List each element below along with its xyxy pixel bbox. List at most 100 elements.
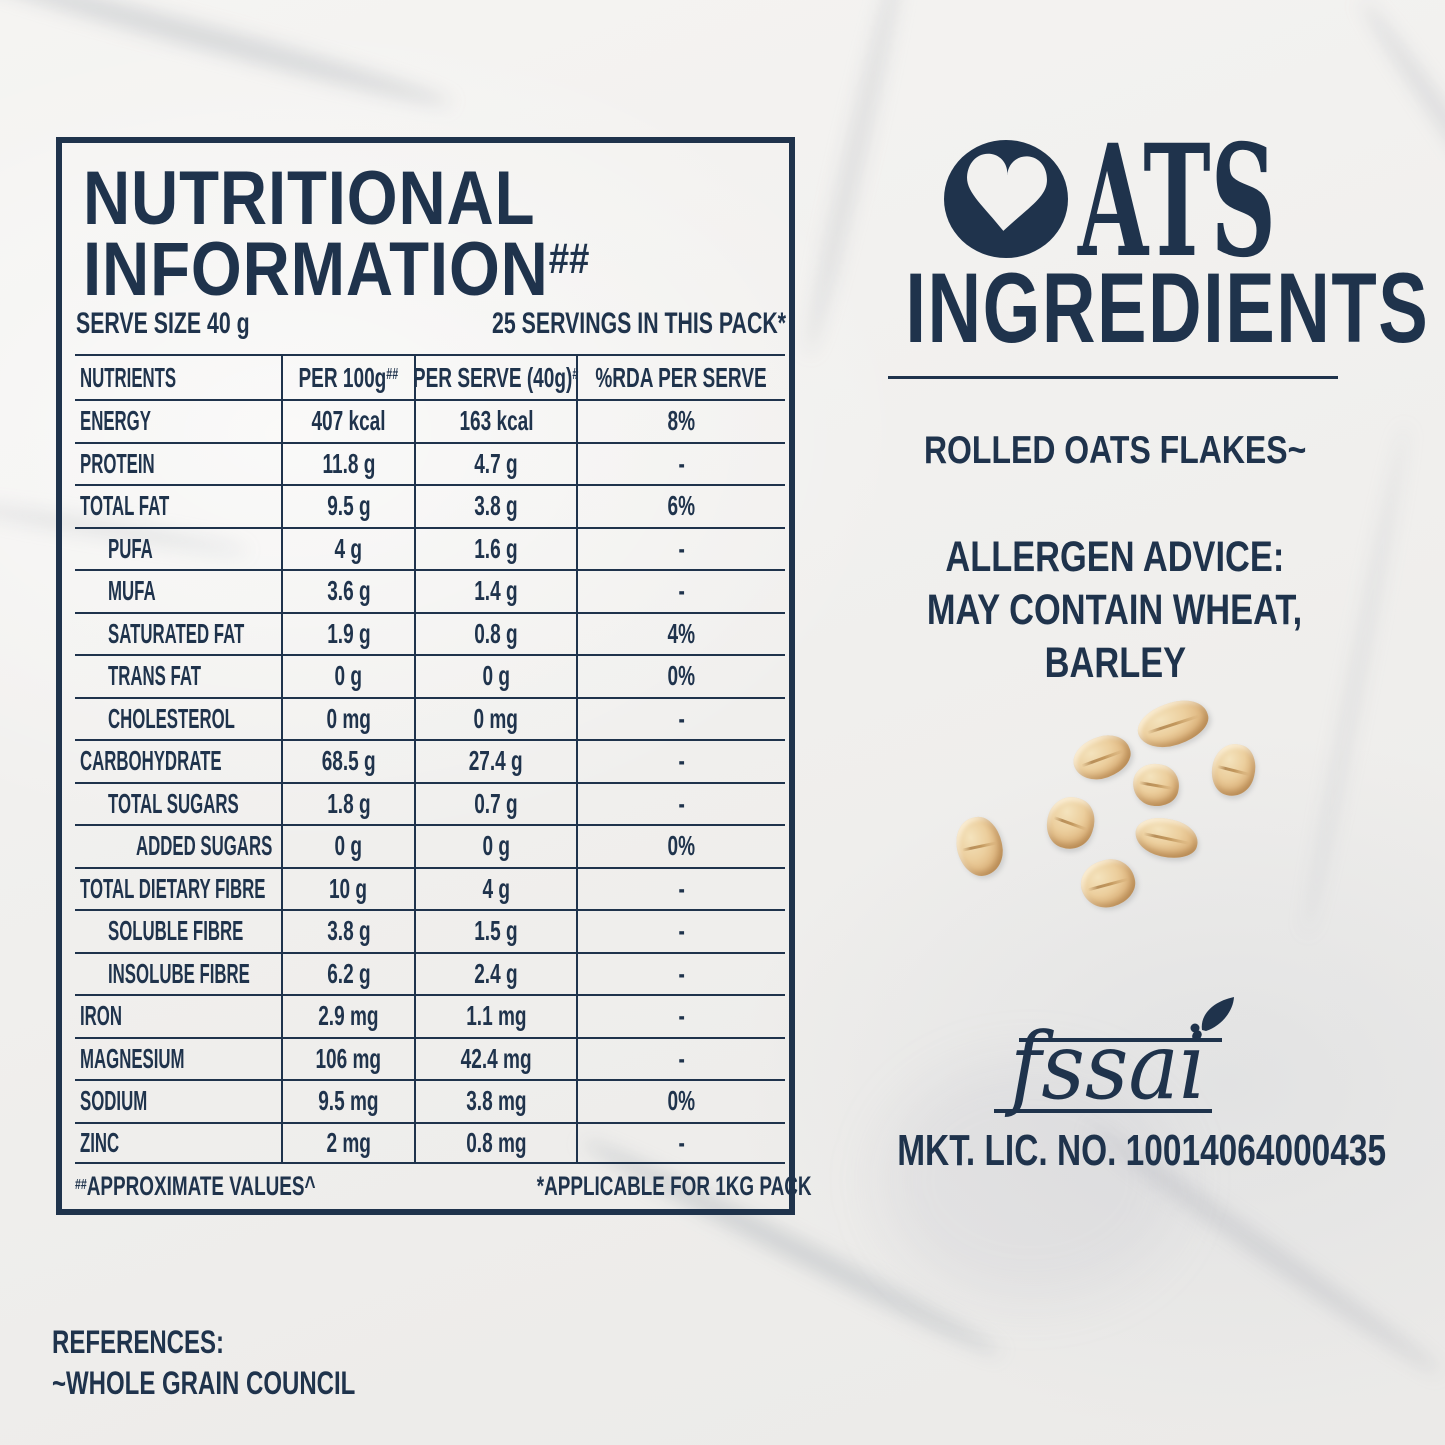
table-row: ADDED SUGARS 0 g 0 g 0%	[75, 824, 785, 867]
per-serve-cell: 3.8 g	[414, 486, 576, 527]
references-item: ~WHOLE GRAIN COUNCIL	[52, 1365, 356, 1401]
per-serve-cell: 0.8 g	[414, 613, 576, 654]
header-nutrients: NUTRIENTS	[80, 361, 177, 393]
panel-title-line2: INFORMATION##	[83, 232, 589, 317]
nutrient-name-cell: PUFA	[108, 532, 153, 564]
nutrient-name-cell: ZINC	[80, 1126, 120, 1158]
table-row: SATURATED FAT 1.9 g 0.8 g 4%	[75, 611, 785, 654]
nutrient-name-cell: MAGNESIUM	[80, 1042, 185, 1074]
ingredient-name: ROLLED OATS FLAKES~	[923, 429, 1307, 472]
per-100g-cell: 11.8 g	[281, 443, 414, 484]
per-100g-cell: 6.2 g	[281, 953, 414, 994]
rda-cell: 0%	[576, 656, 785, 697]
table-row: CARBOHYDRATE 68.5 g 27.4 g -	[75, 739, 785, 782]
table-row: MAGNESIUM 106 mg 42.4 mg -	[75, 1036, 785, 1079]
table-row: TOTAL FAT 9.5 g 3.8 g 6%	[75, 484, 785, 527]
nutrition-table: NUTRIENTS PER 100g## PER SERVE (40g)# %R…	[75, 354, 785, 1164]
table-row: SOLUBLE FIBRE 3.8 g 1.5 g -	[75, 909, 785, 952]
per-100g-cell: 0 mg	[281, 698, 414, 739]
per-serve-cell: 0 g	[414, 826, 576, 867]
table-row: IRON 2.9 mg 1.1 mg -	[75, 994, 785, 1037]
nutrient-name-cell: MUFA	[108, 575, 156, 607]
per-serve-cell: 2.4 g	[414, 953, 576, 994]
per-serve-cell: 0 mg	[414, 698, 576, 739]
marble-vein	[1354, 0, 1445, 243]
heading-divider	[888, 376, 1338, 379]
marble-vein	[880, 1060, 1180, 1300]
license-number: MKT. LIC. NO. 10014064000435	[897, 1126, 1387, 1175]
table-footnotes: ##APPROXIMATE VALUES^ *APPLICABLE FOR 1K…	[75, 1169, 811, 1203]
allergen-advice: ALLERGEN ADVICE: MAY CONTAIN WHEAT, BARL…	[818, 531, 1412, 690]
oat-flake	[1129, 760, 1183, 810]
table-row: PROTEIN 11.8 g 4.7 g -	[75, 441, 785, 484]
title-superscript: ##	[548, 234, 590, 283]
rda-cell: 8%	[576, 401, 785, 442]
footnote-applicable: *APPLICABLE FOR 1KG PACK	[536, 1170, 812, 1201]
oats-logo-graphic: ATS	[944, 111, 1276, 292]
header-per-serve: PER SERVE (40g)#	[413, 356, 579, 399]
rda-cell: -	[576, 996, 785, 1037]
table-row: TOTAL DIETARY FIBRE 10 g 4 g -	[75, 866, 785, 909]
nutrient-name-cell: TOTAL SUGARS	[108, 787, 239, 819]
nutrient-name-cell: CHOLESTEROL	[108, 702, 235, 734]
allergen-line2: MAY CONTAIN WHEAT,	[927, 586, 1303, 634]
per-serve-cell: 163 kcal	[414, 401, 576, 442]
nutrient-name-cell: SODIUM	[80, 1085, 148, 1117]
leaf-dot	[1190, 1023, 1200, 1033]
per-100g-cell: 9.5 g	[281, 486, 414, 527]
rda-cell: -	[576, 741, 785, 782]
nutrient-name-cell: INSOLUBE FIBRE	[108, 957, 250, 989]
table-row: SODIUM 9.5 mg 3.8 mg 0%	[75, 1079, 785, 1122]
per-100g-cell: 106 mg	[281, 1038, 414, 1079]
header-per-100g: PER 100g##	[281, 356, 414, 399]
per-100g-cell: 9.5 mg	[281, 1081, 414, 1122]
per-100g-cell: 10 g	[281, 868, 414, 909]
per-serve-cell: 1.1 mg	[414, 996, 576, 1037]
oat-flake	[1206, 739, 1261, 801]
table-row: CHOLESTEROL 0 mg 0 mg -	[75, 696, 785, 739]
serving-info-row: SERVE SIZE 40 g 25 SERVINGS IN THIS PACK…	[76, 307, 786, 340]
table-row: PUFA 4 g 1.6 g -	[75, 526, 785, 569]
rda-cell: -	[576, 953, 785, 994]
oats-logo: ATS	[944, 111, 1280, 292]
nutrient-name-cell: IRON	[80, 1000, 122, 1032]
oat-flake	[1132, 692, 1214, 756]
rda-cell: -	[576, 783, 785, 824]
per-serve-cell: 42.4 mg	[414, 1038, 576, 1079]
allergen-line3: BARLEY	[1044, 639, 1186, 687]
references: REFERENCES: ~WHOLE GRAIN COUNCIL	[52, 1322, 456, 1404]
table-row: MUFA 3.6 g 1.4 g -	[75, 569, 785, 612]
per-100g-cell: 407 kcal	[281, 401, 414, 442]
oat-flake	[1067, 728, 1137, 787]
ingredients-heading: INGREDIENTS	[905, 252, 1430, 363]
per-100g-cell: 3.8 g	[281, 911, 414, 952]
oat-flake	[1131, 812, 1202, 864]
per-100g-cell: 2 mg	[281, 1123, 414, 1162]
nutrient-name-cell: SATURATED FAT	[108, 617, 245, 649]
per-100g-cell: 2.9 mg	[281, 996, 414, 1037]
allergen-line1: ALLERGEN ADVICE:	[945, 533, 1285, 581]
panel-title: NUTRITIONAL INFORMATION##	[83, 161, 672, 317]
serve-size-label: SERVE SIZE 40 g	[76, 307, 250, 340]
table-row: TOTAL SUGARS 1.8 g 0.7 g -	[75, 781, 785, 824]
leaf-icon	[1201, 997, 1234, 1031]
per-100g-cell: 0 g	[281, 826, 414, 867]
nutrient-name-cell: CARBOHYDRATE	[80, 745, 222, 777]
fssai-logo: fssai	[988, 996, 1248, 1136]
references-heading: REFERENCES:	[52, 1324, 225, 1360]
nutrient-name-cell: ADDED SUGARS	[136, 830, 273, 862]
footnote-approximate: ##APPROXIMATE VALUES^	[75, 1170, 316, 1201]
table-row: TRANS FAT 0 g 0 g 0%	[75, 654, 785, 697]
oat-flake	[1075, 853, 1141, 914]
logo-o-disc	[944, 140, 1068, 258]
per-100g-cell: 4 g	[281, 528, 414, 569]
fssai-wordmark: fssai	[1004, 1013, 1206, 1120]
nutrient-name-cell: TOTAL DIETARY FIBRE	[80, 872, 266, 904]
rda-cell: -	[576, 1038, 785, 1079]
marble-vein	[797, 0, 917, 357]
servings-label: 25 SERVINGS IN THIS PACK*	[492, 307, 786, 340]
per-serve-cell: 27.4 g	[414, 741, 576, 782]
rda-cell: -	[576, 528, 785, 569]
per-serve-cell: 3.8 mg	[414, 1081, 576, 1122]
nutrient-name-cell: TOTAL FAT	[80, 490, 170, 522]
